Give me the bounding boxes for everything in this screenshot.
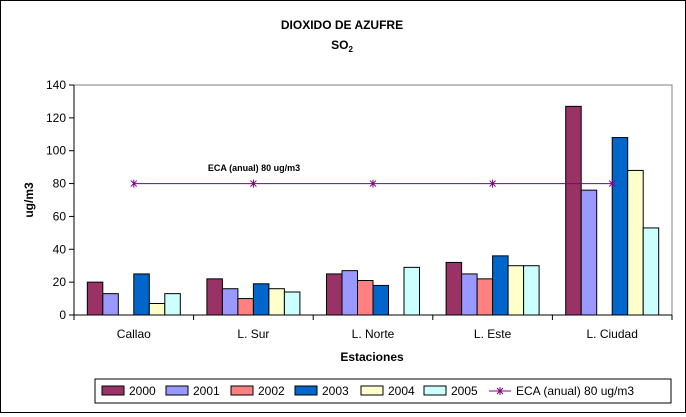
bar-2003	[492, 255, 509, 316]
bar-2005	[523, 265, 540, 316]
legend-label-2005: 2005	[451, 384, 478, 398]
bar-2001	[221, 288, 239, 316]
bar-2005	[283, 291, 301, 316]
y-tick-label: 0	[59, 308, 66, 322]
y-tick-label: 100	[46, 144, 66, 158]
bar-2001	[102, 293, 119, 316]
bar-2001	[461, 273, 478, 316]
chart-title: DIOXIDO DE AZUFRE	[281, 18, 403, 32]
legend-label-2003: 2003	[322, 384, 349, 398]
legend-swatch-2004	[360, 385, 384, 396]
bar-2005	[164, 293, 181, 316]
bar-2004	[507, 265, 525, 316]
legend-swatch-2003	[294, 385, 318, 396]
y-axis-title: ug/m3	[22, 182, 36, 218]
x-tick-label: L. Norte	[352, 327, 395, 341]
bar-2003	[252, 283, 270, 316]
bar-2000	[86, 281, 104, 316]
reference-marker	[608, 179, 616, 188]
bar-2003	[611, 137, 629, 316]
x-tick-label: Callao	[117, 327, 151, 341]
bar-2003	[133, 273, 150, 316]
bar-2004	[148, 303, 166, 316]
bar-2002	[476, 278, 494, 316]
x-axis-title: Estaciones	[340, 350, 404, 364]
legend-label-2002: 2002	[258, 384, 285, 398]
bar-2000	[206, 278, 223, 316]
chart-subtitle-subscript: 2	[348, 45, 353, 54]
y-tick-label: 20	[53, 275, 67, 289]
legend-swatch-2005	[423, 385, 447, 396]
bar-2000	[326, 273, 343, 316]
legend-label-2001: 2001	[193, 384, 220, 398]
chart-subtitle: SO2	[331, 38, 353, 54]
y-tick-label: 80	[53, 177, 67, 191]
bar-2005	[642, 227, 660, 316]
y-tick-label: 40	[53, 242, 67, 256]
x-tick-label: L. Sur	[237, 327, 269, 341]
bar-2005	[403, 266, 420, 316]
reference-marker	[250, 179, 257, 188]
chart-subtitle-main: SO	[331, 38, 348, 52]
bar-2001	[580, 189, 598, 316]
legend: 2000 2001 2002 2003 2004 2005 ECA (anual) 80 u…	[94, 378, 672, 404]
reference-line-label: ECA (anual) 80 ug/m3	[208, 163, 300, 173]
bar-2003	[372, 284, 389, 316]
plot-area: 0 20 40 60 80 100 120 140 Callao L. Sur L. Norte L.…	[46, 78, 673, 341]
bar-2002	[357, 280, 374, 316]
legend-marker-reference	[496, 387, 504, 395]
bar-2004	[268, 288, 285, 316]
bar-2001	[341, 270, 358, 316]
bar-2000	[445, 261, 463, 316]
legend-swatch-2002	[230, 385, 254, 396]
reference-marker	[130, 179, 138, 188]
x-tick-label: L. Ciudad	[587, 327, 638, 341]
x-tick-label: L. Este	[474, 327, 512, 341]
bar-2004	[627, 169, 644, 316]
legend-swatch-2001	[165, 385, 189, 396]
y-tick-label: 120	[46, 111, 66, 125]
legend-label-reference: ECA (anual) 80 ug/m3	[516, 384, 634, 398]
bar-2002	[237, 298, 254, 316]
legend-label-2004: 2004	[388, 384, 415, 398]
reference-marker	[369, 179, 377, 188]
reference-marker	[489, 179, 496, 188]
legend-swatch-2000	[101, 385, 125, 396]
bar-2000	[565, 105, 582, 316]
y-tick-label: 60	[53, 209, 67, 223]
legend-label-2000: 2000	[129, 384, 156, 398]
y-tick-label: 140	[46, 78, 66, 92]
